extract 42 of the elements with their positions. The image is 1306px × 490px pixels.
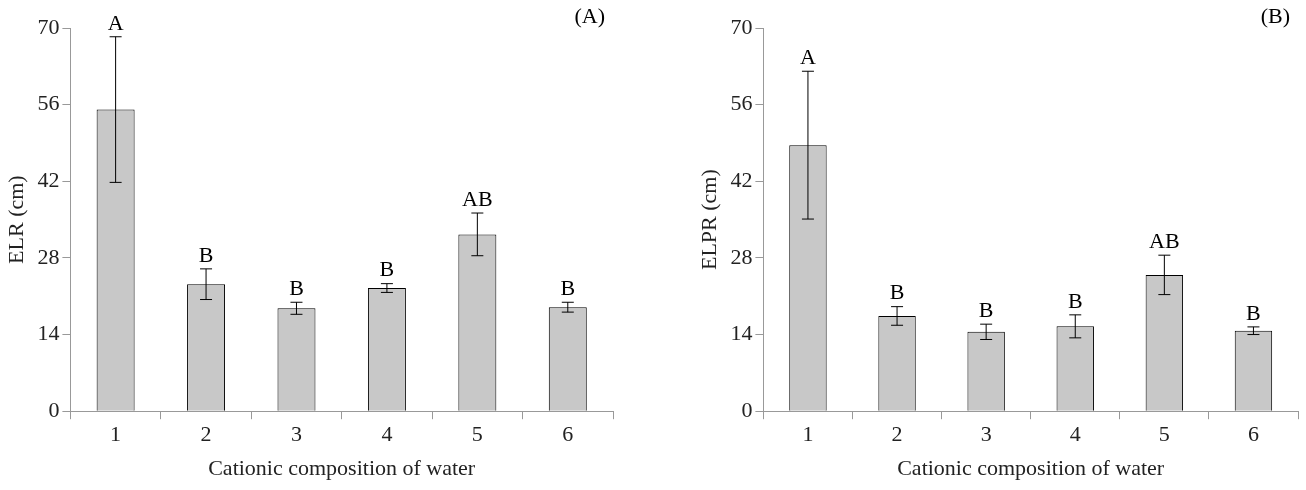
y-axis-title: ELPR (cm) (695, 169, 721, 271)
y-tick-label: 14 (730, 320, 753, 346)
annotation: AB (462, 185, 493, 211)
x-tick-label: 4 (381, 421, 393, 447)
annotation: A (800, 44, 816, 70)
y-tick-label: 28 (37, 243, 60, 269)
annotation: B (1246, 299, 1261, 325)
annotation: A (107, 9, 124, 35)
y-tick-label: 42 (730, 167, 753, 193)
chart-title: (B) (1260, 2, 1290, 28)
chart-title: (A) (574, 2, 605, 28)
x-tick-label: 1 (802, 421, 814, 447)
y-tick-label: 56 (37, 90, 60, 116)
y-axis-title: ELR (cm) (2, 175, 28, 264)
y-tick-label: 56 (730, 90, 753, 116)
x-tick-label: 6 (1247, 421, 1259, 447)
y-tick-label: 0 (48, 396, 60, 422)
annotation: B (889, 279, 905, 305)
annotation: B (1067, 287, 1083, 313)
y-tick-label: 14 (37, 320, 60, 346)
x-axis-title: Cationic composition of water (208, 454, 476, 480)
x-tick-label: 3 (980, 421, 992, 447)
annotation: AB (1149, 227, 1180, 253)
y-tick-label: 0 (741, 396, 753, 422)
y-tick-label: 42 (37, 167, 60, 193)
annotation: B (198, 241, 214, 267)
annotation: B (379, 256, 395, 282)
x-tick-label: 5 (471, 421, 483, 447)
x-tick-label: 5 (1158, 421, 1170, 447)
y-tick-label: 70 (37, 13, 60, 39)
x-tick-label: 2 (891, 421, 903, 447)
annotation: B (560, 275, 576, 301)
x-axis-title: Cationic composition of water (897, 454, 1165, 480)
annotation: B (289, 275, 304, 301)
x-tick-label: 4 (1069, 421, 1081, 447)
y-tick-label: 70 (730, 13, 753, 39)
x-tick-label: 3 (290, 421, 302, 447)
x-tick-label: 6 (562, 421, 574, 447)
x-tick-label: 2 (200, 421, 212, 447)
y-tick-label: 28 (730, 243, 753, 269)
annotation: B (978, 296, 994, 322)
x-tick-label: 1 (110, 421, 122, 447)
